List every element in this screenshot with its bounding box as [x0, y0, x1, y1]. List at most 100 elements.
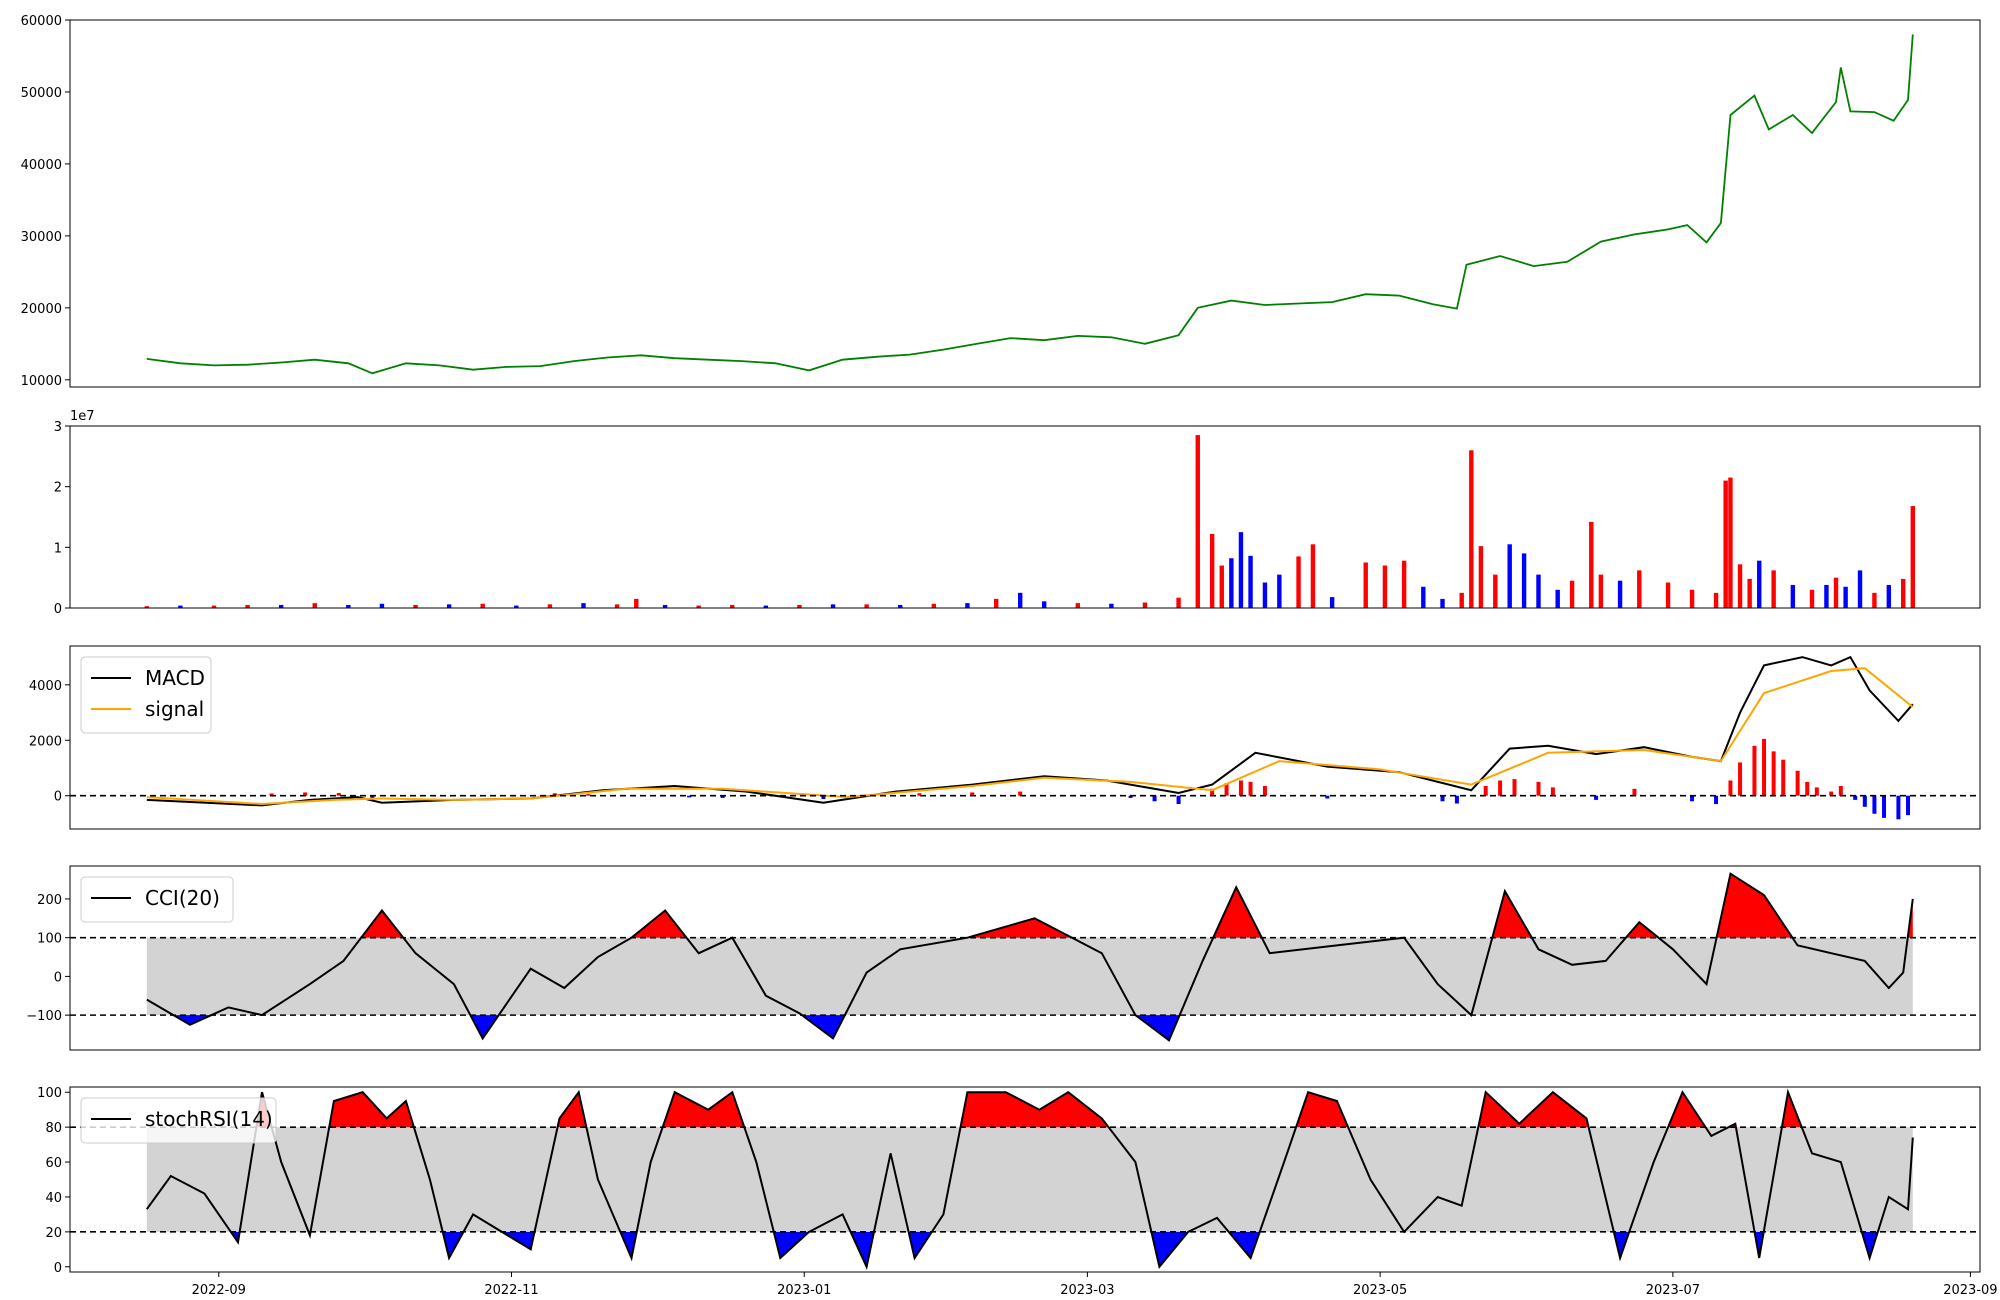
macd-histogram-bar: [821, 795, 826, 800]
volume-bar: [614, 604, 620, 608]
volume-bar: [1277, 574, 1282, 608]
volume-bar: [1229, 558, 1234, 608]
macd-histogram-bar: [970, 792, 975, 796]
stochrsi-y-tick-label: 60: [45, 1156, 62, 1171]
volume-bar: [1209, 533, 1215, 608]
macd-histogram-bar: [1128, 795, 1133, 798]
macd-histogram-bar: [1536, 781, 1541, 796]
stochrsi-overbought-fill: [1478, 1092, 1589, 1128]
macd-histogram-bar: [1210, 788, 1215, 796]
volume-bar: [1728, 477, 1733, 608]
macd-histogram-bar: [687, 795, 692, 798]
volume-bar: [1901, 578, 1906, 608]
x-tick-label: 2022-11: [484, 1283, 538, 1298]
volume-bar: [1737, 564, 1743, 608]
stochrsi-legend-box: [80, 1097, 277, 1144]
cci-overbought-fill: [361, 910, 404, 938]
stochrsi-panel: 0 20 40 60 80 100 stochRSI(14) 2022-09 2022-11 20…: [37, 1086, 1997, 1298]
price-y-tick-label: 40000: [21, 158, 62, 173]
macd-histogram-bar: [1176, 795, 1181, 805]
macd-histogram-bar: [1882, 795, 1887, 818]
volume-bar: [1363, 562, 1368, 608]
volume-y-tick-label: 2: [54, 481, 62, 496]
volume-bar: [1833, 577, 1839, 608]
price-y-tick-label: 10000: [21, 374, 62, 389]
cci-line: [146, 872, 1914, 1042]
cci-overbought-fill: [967, 918, 1072, 938]
volume-bar: [1637, 570, 1642, 608]
macd-histogram-bar: [1152, 795, 1157, 802]
volume-bar: [446, 604, 452, 608]
volume-bar: [1176, 597, 1181, 608]
macd-legend-box: [80, 656, 212, 734]
price-y-tick-label: 50000: [21, 86, 62, 101]
x-tick-label: 2023-05: [1353, 1283, 1407, 1298]
macd-histogram-bar: [1690, 795, 1695, 802]
macd-frame: [69, 645, 1981, 830]
macd-histogram-bar: [303, 792, 308, 796]
cci-legend-label: CCI(20): [145, 886, 220, 910]
cci-overbought-fill: [631, 910, 687, 938]
volume-frame: [69, 425, 1981, 609]
volume-bar: [1857, 570, 1863, 608]
volume-bar: [1478, 546, 1484, 608]
cci-y-tick-label: −100: [26, 1009, 62, 1024]
macd-histogram-bar: [1838, 786, 1843, 796]
volume-bar: [1824, 584, 1829, 608]
macd-histogram-bar: [1018, 791, 1023, 796]
macd-histogram-bar: [1325, 795, 1330, 799]
volume-bar: [634, 598, 639, 608]
cci-oversold-fill: [1135, 1015, 1180, 1041]
volume-bar: [1238, 532, 1244, 608]
cci-legend-box: [80, 876, 234, 923]
volume-offset-label: 1e7: [70, 409, 95, 424]
macd-histogram-bar: [336, 792, 341, 796]
stochrsi-y-tick-label: 40: [45, 1191, 62, 1206]
macd-histogram-bar: [1238, 780, 1243, 796]
volume-bar: [413, 604, 418, 608]
cci-y-tick-label: 200: [37, 893, 62, 908]
volume-bar: [1041, 601, 1047, 608]
macd-histogram-bar: [1728, 780, 1733, 796]
volume-bar: [1507, 544, 1512, 608]
macd-histogram-bar: [1853, 795, 1858, 800]
macd-histogram-bar: [1762, 738, 1767, 796]
stochrsi-y-tick-label: 100: [37, 1086, 62, 1101]
stochrsi-oversold-fill: [1151, 1231, 1189, 1267]
stochrsi-y-tick-label: 80: [45, 1121, 62, 1136]
macd-y-tick-label: 2000: [29, 734, 62, 749]
macd-histogram-bar: [1781, 759, 1786, 796]
volume-bar: [1382, 565, 1388, 608]
cci-overbought-fill: [1213, 887, 1262, 938]
price-panel: 10000 20000 30000 40000 50000 60000: [21, 14, 1981, 389]
volume-bar: [1713, 592, 1719, 608]
volume-bar: [547, 604, 553, 608]
macd-histogram-bar: [1752, 745, 1757, 796]
volume-bar: [1809, 589, 1815, 608]
stochrsi-line: [145, 1088, 1914, 1270]
volume-bar: [1790, 584, 1796, 608]
volume-bar: [346, 604, 351, 608]
volume-bar: [1589, 521, 1594, 608]
stochrsi-overbought-fill: [1668, 1092, 1706, 1128]
macd-histogram-bar: [1262, 786, 1267, 796]
volume-bar: [730, 604, 735, 608]
macd-histogram-bar: [1454, 795, 1459, 804]
macd-histogram-bar: [1896, 795, 1901, 820]
macd-histogram-bar: [1714, 795, 1719, 805]
stochrsi-overbought-fill: [960, 1092, 1109, 1128]
volume-y-tick-label: 1: [54, 541, 62, 556]
volume-bar: [1555, 589, 1560, 608]
volume-bar: [1248, 555, 1253, 608]
price-y-tick-label: 30000: [21, 230, 62, 245]
volume-bar: [1910, 506, 1916, 608]
stochrsi-neutral-band: [146, 1127, 1913, 1232]
volume-bar: [1310, 544, 1316, 608]
volume-bar: [1521, 553, 1527, 608]
macd-histogram-bar: [1550, 787, 1555, 796]
volume-bar: [797, 604, 802, 608]
stochrsi-overbought-fill: [329, 1092, 414, 1128]
volume-bar: [696, 605, 701, 608]
macd-histogram-bar: [720, 795, 725, 798]
